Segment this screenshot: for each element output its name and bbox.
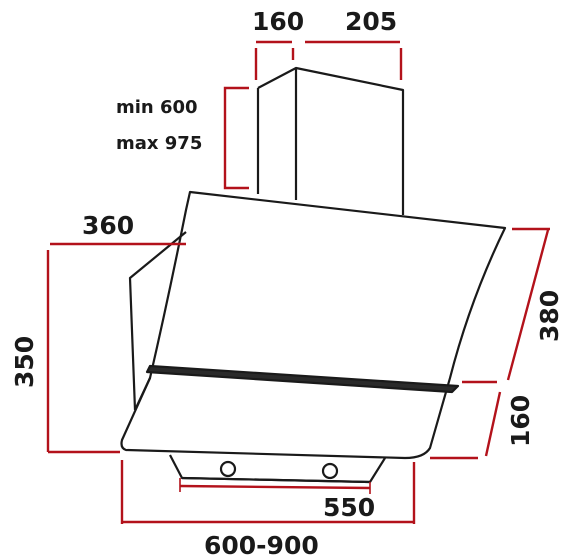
label-chimney-max: max 975: [116, 133, 202, 154]
light-left: [219, 460, 237, 478]
dim-line-550: [179, 484, 371, 490]
trim-band: [145, 364, 460, 394]
side-panel-outline: [128, 231, 187, 411]
light-right: [321, 462, 339, 480]
chimney-outline: [256, 66, 405, 215]
label-lower-segment: 160: [506, 395, 535, 447]
glass-panel-outline: [120, 190, 507, 460]
label-bottom-width: 550: [323, 493, 375, 522]
dim-line-380: [506, 229, 550, 381]
label-chimney-min: min 600: [116, 97, 198, 118]
dim-line-lower-160: [484, 391, 502, 457]
label-glass-depth: 360: [82, 211, 134, 240]
label-top-chimney-depth: 160: [252, 7, 304, 36]
label-overall-width: 600-900: [204, 531, 319, 559]
label-hood-height: 350: [10, 336, 39, 388]
label-glass-length: 380: [535, 290, 564, 342]
label-top-chimney-width: 205: [345, 7, 397, 36]
dim-bracket-chimney-height: [223, 86, 249, 190]
